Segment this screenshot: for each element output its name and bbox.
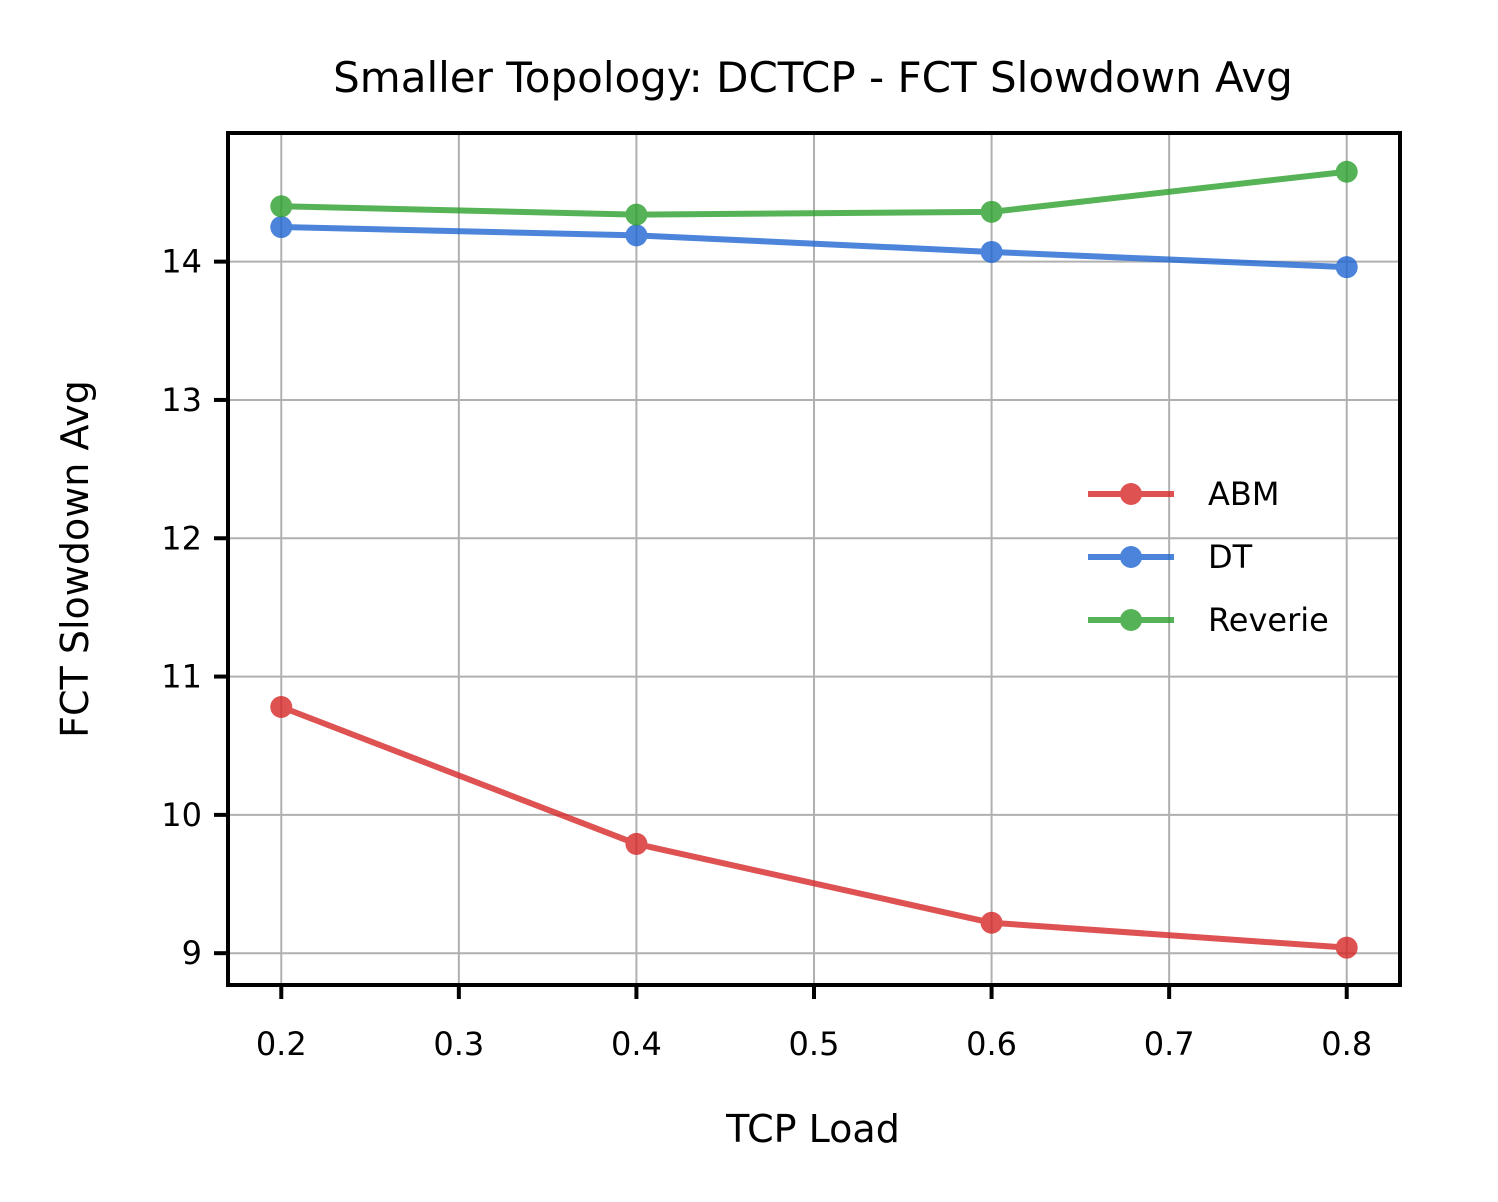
y-tick-label: 9 (182, 934, 202, 972)
x-tick-label: 0.6 (966, 1025, 1017, 1063)
legend-entry-reverie: Reverie (1088, 601, 1329, 639)
series-dt (270, 216, 1358, 279)
x-tick-label: 0.4 (611, 1025, 662, 1063)
legend-label-dt: DT (1208, 538, 1253, 576)
y-axis-label: FCT Slowdown Avg (53, 380, 97, 738)
legend-swatch-marker (1120, 609, 1142, 631)
data-point-reverie (980, 200, 1003, 223)
data-point-reverie (625, 203, 648, 226)
x-axis-label: TCP Load (725, 1107, 900, 1151)
legend-swatch-reverie (1088, 609, 1174, 631)
x-tick-label: 0.7 (1144, 1025, 1195, 1063)
legend-label-reverie: Reverie (1208, 601, 1329, 639)
x-tick-label: 0.8 (1321, 1025, 1372, 1063)
data-point-abm (625, 832, 648, 855)
chart-title: Smaller Topology: DCTCP - FCT Slowdown A… (333, 53, 1293, 102)
x-tick-label: 0.5 (789, 1025, 840, 1063)
y-tick-label: 12 (161, 519, 202, 557)
x-tick-label: 0.2 (256, 1025, 307, 1063)
x-tick-label: 0.3 (433, 1025, 484, 1063)
data-point-abm (270, 695, 293, 718)
series-line-abm (280, 704, 1347, 951)
series-line-reverie (281, 168, 1348, 218)
legend-swatch-marker (1120, 546, 1142, 568)
legend-swatch-dt (1088, 546, 1174, 568)
series-reverie (270, 160, 1358, 226)
legend: ABM DT Reverie (1088, 475, 1329, 639)
series-layer (270, 160, 1358, 959)
y-axis-ticks: 9 10 11 12 13 14 (161, 243, 228, 972)
y-tick-label: 14 (161, 243, 202, 281)
legend-label-abm: ABM (1208, 475, 1279, 513)
y-tick-label: 13 (161, 381, 202, 419)
series-line-dt (281, 224, 1347, 271)
data-point-dt (270, 216, 293, 239)
y-tick-label: 10 (161, 796, 202, 834)
legend-entry-abm: ABM (1088, 475, 1279, 513)
data-point-dt (980, 240, 1003, 263)
legend-entry-dt: DT (1088, 538, 1253, 576)
legend-swatch-marker (1120, 483, 1142, 505)
data-point-reverie (1335, 160, 1358, 183)
series-abm (270, 695, 1358, 959)
data-point-abm (1335, 936, 1358, 959)
data-point-reverie (270, 195, 293, 218)
data-point-dt (1335, 256, 1358, 279)
y-tick-label: 11 (161, 658, 202, 696)
data-point-abm (980, 911, 1003, 934)
x-axis-ticks: 0.2 0.3 0.4 0.5 0.6 0.7 0.8 (256, 985, 1372, 1063)
data-point-dt (625, 224, 648, 247)
legend-swatch-abm (1088, 483, 1174, 505)
